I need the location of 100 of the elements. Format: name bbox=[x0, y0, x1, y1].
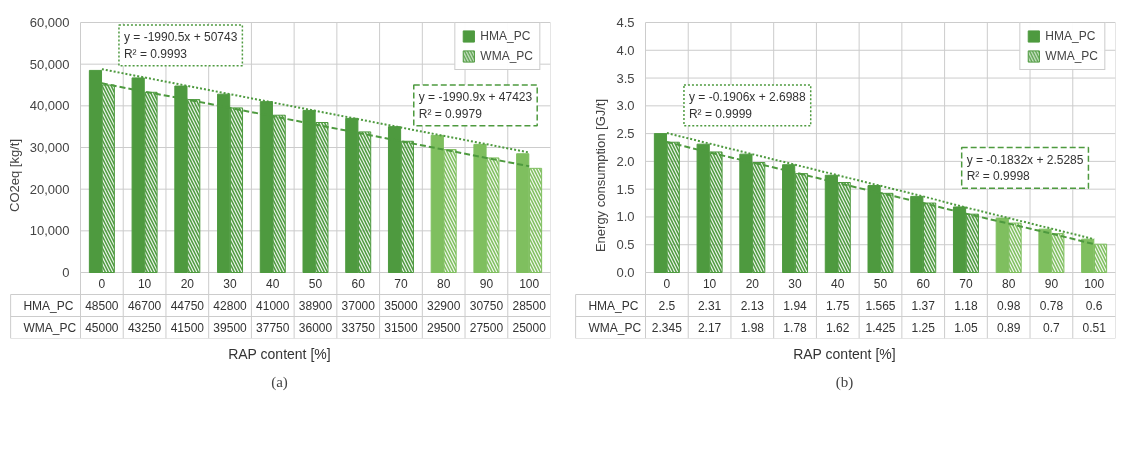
data-label: 41000 bbox=[256, 299, 290, 313]
data-label: 43250 bbox=[127, 321, 162, 335]
x-tick-label: 40 bbox=[266, 277, 280, 291]
data-label: 27500 bbox=[469, 321, 504, 335]
text: (b) bbox=[835, 373, 854, 391]
y-tick-label: 2.0 bbox=[616, 153, 635, 169]
x-tick-label: 0 bbox=[663, 277, 671, 291]
data-label: 41500 bbox=[170, 321, 205, 335]
data-label: 28500 bbox=[512, 299, 547, 313]
data-label: 1.25 bbox=[911, 321, 936, 335]
x-tick-label: 50 bbox=[873, 277, 888, 291]
x-tick-label: 90 bbox=[1044, 277, 1059, 291]
text: HMA_PC bbox=[588, 298, 639, 313]
data-label: 0.78 bbox=[1039, 299, 1064, 313]
y-tick-label: 40,000 bbox=[29, 98, 70, 114]
text: WMA_PC bbox=[588, 320, 642, 335]
y-tick-label: 4.0 bbox=[616, 42, 635, 58]
x-tick-label: 70 bbox=[959, 277, 973, 291]
data-label: 0.7 bbox=[1043, 321, 1061, 335]
legend-label: HMA_PC bbox=[1045, 29, 1096, 43]
data-label: 25000 bbox=[512, 321, 547, 335]
data-label: 2.5 bbox=[658, 299, 676, 313]
x-axis-title: RAP content [%] bbox=[228, 345, 331, 362]
text: (a) bbox=[271, 373, 288, 391]
y-tick-label: 50,000 bbox=[29, 56, 70, 72]
x-tick-label: 80 bbox=[1002, 277, 1016, 291]
data-label: 36000 bbox=[298, 321, 333, 335]
y-tick-label: 10,000 bbox=[29, 223, 70, 239]
x-tick-label: 100 bbox=[519, 277, 540, 291]
data-label: 37000 bbox=[341, 299, 376, 313]
text: WMA_PC bbox=[23, 320, 77, 335]
legend-label: HMA_PC bbox=[480, 29, 531, 43]
data-label: 42800 bbox=[213, 299, 248, 313]
data-label: 2.31 bbox=[697, 299, 722, 313]
annotation: y = -1990.9x + 47423 R² = 0.9979 bbox=[418, 90, 533, 121]
y-tick-label: 2.5 bbox=[616, 126, 635, 142]
x-tick-label: 70 bbox=[394, 277, 408, 291]
annotation: y = -1990.5x + 50743 R² = 0.9993 bbox=[123, 30, 238, 61]
data-label: 29500 bbox=[427, 321, 461, 335]
x-tick-label: 10 bbox=[702, 277, 717, 291]
x-tick-label: 90 bbox=[479, 277, 494, 291]
y-tick-label: 0 bbox=[62, 265, 70, 280]
y-tick-label: 20,000 bbox=[29, 181, 70, 197]
y-axis-title: Energy consumption [GJ/t] bbox=[593, 98, 609, 253]
x-tick-label: 30 bbox=[223, 277, 238, 291]
annotation: y = -0.1906x + 2.6988 R² = 0.9999 bbox=[688, 90, 807, 121]
annotation: y = -0.1832x + 2.5285 R² = 0.9998 bbox=[966, 152, 1084, 184]
data-label: 30750 bbox=[469, 299, 504, 313]
data-label: 48500 bbox=[85, 299, 119, 313]
data-label: 1.05 bbox=[954, 321, 978, 335]
x-tick-label: 40 bbox=[831, 277, 845, 291]
data-label: 39500 bbox=[213, 321, 248, 335]
data-label: 0.89 bbox=[997, 321, 1021, 335]
data-label: 2.345 bbox=[651, 321, 683, 335]
x-tick-label: 60 bbox=[351, 277, 366, 291]
x-tick-label: 80 bbox=[437, 277, 451, 291]
data-label: 0.98 bbox=[997, 299, 1021, 313]
data-label: 1.62 bbox=[826, 321, 850, 335]
x-tick-label: 30 bbox=[788, 277, 803, 291]
data-label: 38900 bbox=[298, 299, 333, 313]
data-label: 2.13 bbox=[740, 299, 765, 313]
data-label: 1.565 bbox=[865, 299, 896, 313]
y-tick-label: 0.0 bbox=[616, 265, 635, 280]
data-label: 1.18 bbox=[954, 299, 978, 313]
x-tick-label: 60 bbox=[916, 277, 931, 291]
data-label: 46700 bbox=[127, 299, 162, 313]
y-tick-label: 60,000 bbox=[29, 15, 70, 30]
y-axis-title: CO2eq [kg/t] bbox=[6, 139, 22, 212]
data-label: 45000 bbox=[85, 321, 119, 335]
data-label: 32900 bbox=[427, 299, 461, 313]
y-tick-label: 3.0 bbox=[616, 98, 635, 114]
data-label: 37750 bbox=[256, 321, 290, 335]
data-label: 1.94 bbox=[783, 299, 808, 313]
data-label: 1.98 bbox=[740, 321, 765, 335]
data-label: 1.37 bbox=[911, 299, 936, 313]
x-tick-label: 20 bbox=[745, 277, 760, 291]
x-tick-label: 50 bbox=[308, 277, 323, 291]
y-tick-label: 3.5 bbox=[616, 70, 635, 86]
y-tick-label: 30,000 bbox=[29, 140, 70, 155]
data-label: 31500 bbox=[384, 321, 418, 335]
x-tick-label: 0 bbox=[98, 277, 106, 291]
x-axis-title: RAP content [%] bbox=[793, 345, 896, 362]
data-label: 1.425 bbox=[865, 321, 896, 335]
data-label: 33750 bbox=[341, 321, 376, 335]
x-tick-label: 10 bbox=[137, 277, 152, 291]
data-label: 2.17 bbox=[697, 321, 722, 335]
legend-label: WMA_PC bbox=[480, 49, 533, 63]
y-tick-label: 1.5 bbox=[616, 181, 635, 197]
data-label: 0.6 bbox=[1085, 299, 1103, 313]
x-tick-label: 20 bbox=[180, 277, 195, 291]
legend-label: WMA_PC bbox=[1045, 49, 1098, 63]
text: HMA_PC bbox=[23, 298, 74, 313]
data-label: 35000 bbox=[384, 299, 418, 313]
data-label: 44750 bbox=[170, 299, 205, 313]
x-tick-label: 100 bbox=[1084, 277, 1105, 291]
data-label: 1.78 bbox=[783, 321, 808, 335]
y-tick-label: 0.5 bbox=[616, 237, 635, 253]
y-tick-label: 1.0 bbox=[616, 209, 635, 225]
y-tick-label: 4.5 bbox=[616, 15, 635, 30]
data-label: 0.51 bbox=[1082, 321, 1107, 335]
